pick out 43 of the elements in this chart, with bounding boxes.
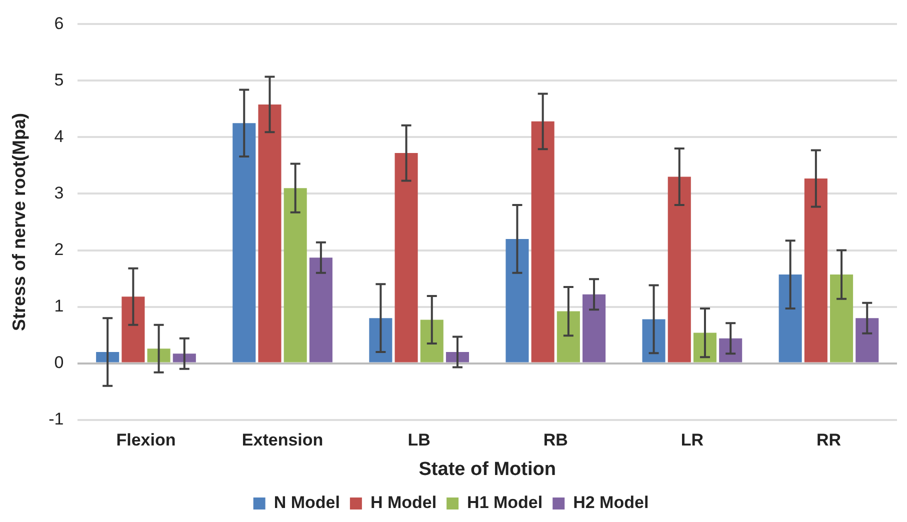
y-tick-label: -1: [48, 409, 64, 428]
bar: [830, 274, 854, 362]
x-tick-label: RR: [816, 430, 842, 450]
legend-label: H Model: [370, 493, 437, 512]
bar: [556, 311, 580, 362]
y-tick-label: 1: [54, 296, 64, 316]
bar: [719, 338, 742, 362]
bar: [642, 319, 666, 362]
bar: [804, 178, 828, 362]
bar: [284, 188, 307, 362]
bar: [446, 352, 470, 362]
bar: [531, 121, 554, 362]
bar: [420, 320, 444, 362]
x-tick-label: Extension: [242, 430, 324, 450]
y-tick-label: 2: [54, 240, 64, 259]
bar: [778, 274, 802, 362]
bar: [582, 294, 606, 362]
bar: [232, 123, 256, 362]
y-tick-label: 4: [54, 126, 64, 146]
bar: [394, 153, 418, 362]
bar: [369, 318, 392, 362]
legend-label: N Model: [274, 493, 340, 512]
bar: [668, 176, 691, 362]
y-tick-label: 5: [54, 70, 64, 90]
bar: [309, 258, 332, 362]
bar: [172, 354, 196, 362]
bar: [506, 238, 529, 362]
legend-label: H2 Model: [573, 493, 649, 512]
bar: [122, 296, 145, 362]
x-axis-title: State of Motion: [418, 458, 556, 480]
y-tick-label: 6: [54, 14, 64, 33]
bar: [96, 352, 120, 362]
x-tick-label: LB: [408, 430, 430, 450]
y-axis-title: Stress of nerve root(Mpa): [8, 112, 29, 332]
bar: [258, 104, 282, 362]
bar: [856, 318, 879, 362]
x-tick-label: LR: [680, 430, 704, 450]
bar: [147, 348, 170, 362]
y-tick-label: 0: [54, 352, 64, 372]
x-tick-label: Flexion: [116, 430, 176, 450]
legend-label: H1 Model: [467, 493, 543, 512]
x-tick-label: RB: [543, 430, 568, 450]
y-tick-label: 3: [54, 183, 64, 202]
